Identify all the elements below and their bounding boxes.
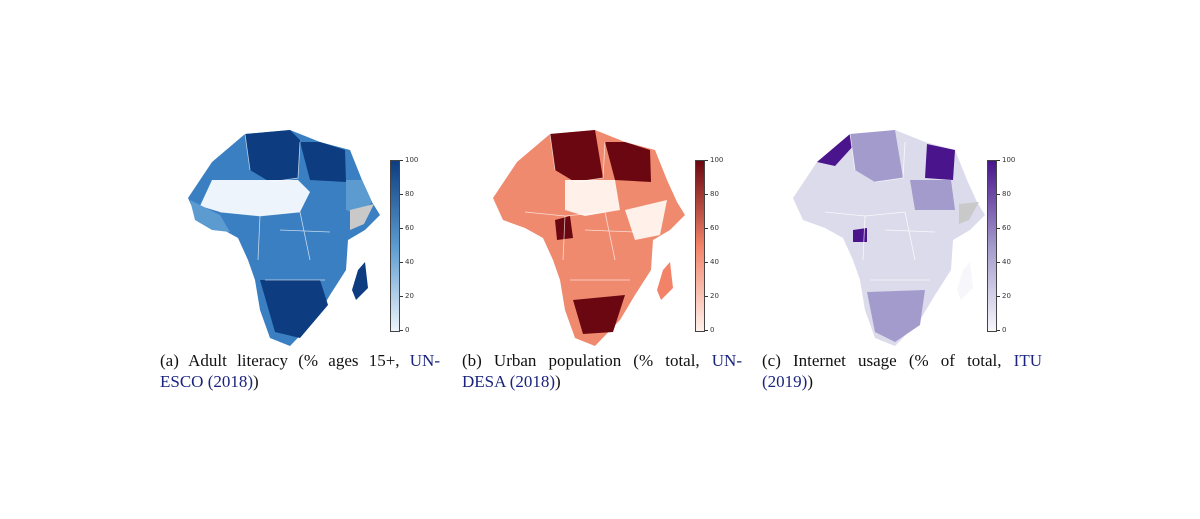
region-east-light: [625, 200, 667, 240]
region-somalia-missing: [959, 202, 979, 224]
madagascar: [957, 262, 973, 300]
tick-0: 0: [705, 326, 714, 334]
region-algeria-mid: [850, 130, 903, 182]
africa-map-literacy: [188, 130, 380, 346]
region-west-mid: [190, 200, 230, 232]
region-north-dark: [245, 130, 300, 182]
caption-c-ref[interactable]: ITU (2019): [762, 351, 1042, 391]
caption-b-ref[interactable]: UN-DESA (2018): [462, 351, 742, 391]
tick-80: 80: [400, 190, 414, 198]
region-sahel-light: [200, 180, 310, 216]
caption-b-text: (b) Urban population (% total,: [462, 351, 712, 370]
tick-80: 80: [705, 190, 719, 198]
region-gabon-darkest: [555, 216, 573, 240]
caption-a-ref[interactable]: UN-ESCO (2018): [160, 351, 440, 391]
caption-b: (b) Urban population (% total, UN-DESA (…: [462, 351, 742, 391]
caption-a: (a) Adult literacy (% ages 15+, UN-ESCO …: [160, 351, 440, 391]
panel-internet-usage: 100 80 60 40 20 0: [755, 120, 1055, 410]
region-libya-dark: [605, 142, 651, 182]
region-egypt-dark: [925, 144, 955, 180]
region-north-dark: [550, 130, 603, 182]
colorbar-internet: 100 80 60 40 20 0: [987, 156, 1023, 335]
africa-landmass: [493, 130, 685, 346]
africa-map-urban: [493, 130, 685, 346]
region-morocco-darkest: [817, 134, 855, 166]
tick-40: 40: [705, 258, 719, 266]
region-gabon-dark: [853, 228, 867, 242]
colorbar-urban: 100 80 60 40 20 0: [695, 156, 731, 335]
tick-80: 80: [997, 190, 1011, 198]
region-south-mid: [867, 290, 925, 342]
caption-c: (c) Internet usage (% of total, ITU (201…: [762, 351, 1042, 391]
tick-20: 20: [705, 292, 719, 300]
region-southern-dark: [260, 280, 328, 338]
region-libya-dark: [300, 142, 346, 182]
tick-100: 100: [705, 156, 723, 164]
tick-100: 100: [400, 156, 418, 164]
tick-100: 100: [997, 156, 1015, 164]
madagascar: [352, 262, 368, 300]
tick-20: 20: [400, 292, 414, 300]
region-somalia-missing: [350, 204, 374, 230]
tick-20: 20: [997, 292, 1011, 300]
tick-0: 0: [400, 326, 409, 334]
madagascar: [657, 262, 673, 300]
tick-60: 60: [400, 224, 414, 232]
caption-c-text: (c) Internet usage (% of total,: [762, 351, 1014, 370]
tick-40: 40: [997, 258, 1011, 266]
caption-a-text: (a) Adult literacy (% ages 15+,: [160, 351, 410, 370]
colorbar-literacy: 100 80 60 40 20 0: [390, 156, 426, 335]
region-south-dark: [573, 295, 625, 334]
panel-adult-literacy: 100 80 60 40 20 0: [150, 120, 450, 410]
region-sudan-mid: [910, 180, 955, 210]
panel-urban-population: 100 80 60 40 20 0: [455, 120, 755, 410]
tick-60: 60: [997, 224, 1011, 232]
africa-map-internet: [793, 130, 985, 346]
tick-40: 40: [400, 258, 414, 266]
region-sahel-light: [565, 180, 620, 216]
tick-0: 0: [997, 326, 1006, 334]
tick-60: 60: [705, 224, 719, 232]
